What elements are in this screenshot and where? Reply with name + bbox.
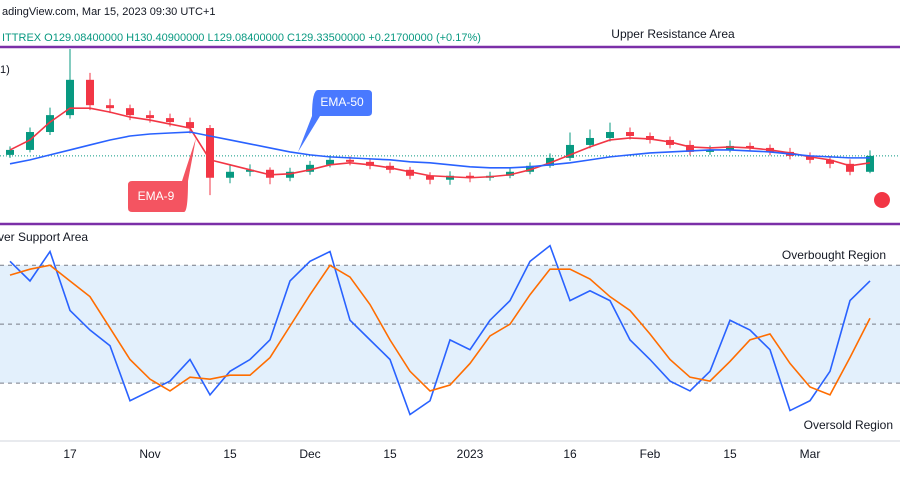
support-label: ver Support Area (0, 230, 88, 244)
candle-body (266, 169, 274, 178)
x-tick-label: 15 (723, 447, 737, 461)
candle-body (466, 175, 474, 178)
candle-body (506, 171, 514, 176)
candle-body (406, 169, 414, 176)
candle-body (226, 171, 234, 178)
series-line (9, 244, 871, 416)
candle-body (426, 175, 434, 180)
candle-body (526, 165, 534, 172)
candle-body (246, 169, 254, 172)
ema9-callout (128, 138, 196, 212)
series-line (9, 107, 871, 179)
resistance-label: Upper Resistance Area (611, 27, 735, 41)
candle-body (86, 79, 94, 106)
header-title: adingView.com, Mar 15, 2023 09:30 UTC+1 (2, 6, 216, 18)
candle-body (546, 157, 554, 166)
x-tick-label: Dec (299, 447, 320, 461)
ema50-callout (298, 90, 372, 152)
candle-body (846, 163, 854, 172)
marks: 17 Nov 15 Dec 15 2023 16 Feb 15 Mar (0, 48, 900, 461)
candle-body (566, 144, 574, 158)
candle-body (286, 171, 294, 178)
x-tick-label: Nov (139, 447, 160, 461)
overbought-label: Overbought Region (782, 248, 886, 262)
candle-body (306, 164, 314, 172)
candle-body (446, 175, 454, 180)
candle-body (166, 118, 174, 123)
indicator-label: 1) (0, 64, 10, 76)
candle-body (706, 149, 714, 152)
candle-body (586, 137, 594, 145)
candle-body (6, 149, 14, 155)
candle-body (26, 132, 34, 150)
oversold-label: Oversold Region (804, 418, 893, 432)
candle-body (66, 79, 74, 116)
icon (874, 192, 890, 208)
x-tick-label: 15 (383, 447, 397, 461)
candle-body (326, 159, 334, 165)
candle-body (146, 115, 154, 119)
series-line (9, 131, 870, 169)
candle-body (626, 132, 634, 136)
x-tick-label: 2023 (457, 447, 484, 461)
candle-body (686, 144, 694, 152)
header-ohlc: ITTREX O129.08400000 H130.40900000 L129.… (2, 32, 481, 44)
x-tick-label: 17 (63, 447, 77, 461)
candle-body (186, 122, 194, 129)
candle-body (366, 161, 374, 166)
candle-body (866, 155, 874, 172)
x-tick-label: Feb (640, 447, 661, 461)
candle-body (746, 145, 754, 148)
candle-body (646, 135, 654, 140)
candle-body (806, 155, 814, 160)
x-tick-label: 15 (223, 447, 237, 461)
ema50-label: EMA-50 (320, 95, 364, 109)
candle-body (106, 105, 114, 109)
candle-body (826, 159, 834, 164)
candle-body (346, 159, 354, 162)
ema9-label: EMA-9 (138, 189, 175, 203)
x-tick-label: Mar (800, 447, 821, 461)
candle-body (46, 115, 54, 133)
candle-body (726, 145, 734, 150)
candle-body (606, 132, 614, 138)
candle-body (206, 128, 214, 178)
x-tick-label: 16 (563, 447, 577, 461)
candle-body (126, 108, 134, 116)
series-line (9, 264, 871, 396)
